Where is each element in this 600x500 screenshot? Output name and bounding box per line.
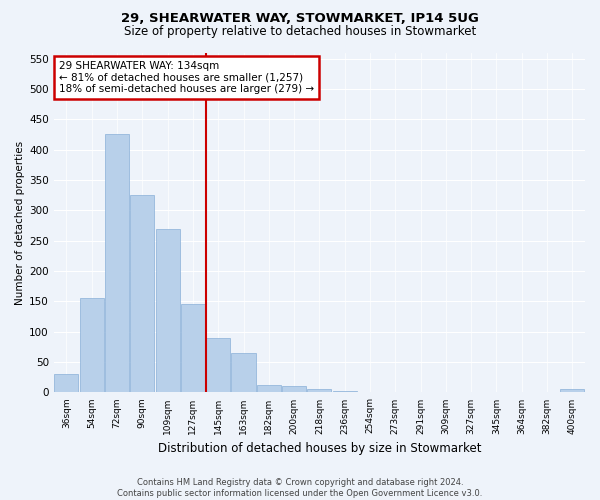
Bar	[257, 385, 281, 392]
Text: 29, SHEARWATER WAY, STOWMARKET, IP14 5UG: 29, SHEARWATER WAY, STOWMARKET, IP14 5UG	[121, 12, 479, 26]
Bar	[55, 374, 79, 392]
Bar	[307, 390, 331, 392]
Text: Contains HM Land Registry data © Crown copyright and database right 2024.
Contai: Contains HM Land Registry data © Crown c…	[118, 478, 482, 498]
Bar	[80, 298, 104, 392]
Bar	[232, 353, 256, 393]
Bar	[181, 304, 205, 392]
Bar	[282, 386, 306, 392]
Bar	[332, 391, 357, 392]
Bar	[155, 228, 179, 392]
Text: Size of property relative to detached houses in Stowmarket: Size of property relative to detached ho…	[124, 25, 476, 38]
X-axis label: Distribution of detached houses by size in Stowmarket: Distribution of detached houses by size …	[158, 442, 481, 455]
Bar	[130, 195, 154, 392]
Bar	[206, 338, 230, 392]
Y-axis label: Number of detached properties: Number of detached properties	[15, 140, 25, 304]
Bar	[560, 390, 584, 392]
Bar	[105, 134, 129, 392]
Text: 29 SHEARWATER WAY: 134sqm
← 81% of detached houses are smaller (1,257)
18% of se: 29 SHEARWATER WAY: 134sqm ← 81% of detac…	[59, 61, 314, 94]
